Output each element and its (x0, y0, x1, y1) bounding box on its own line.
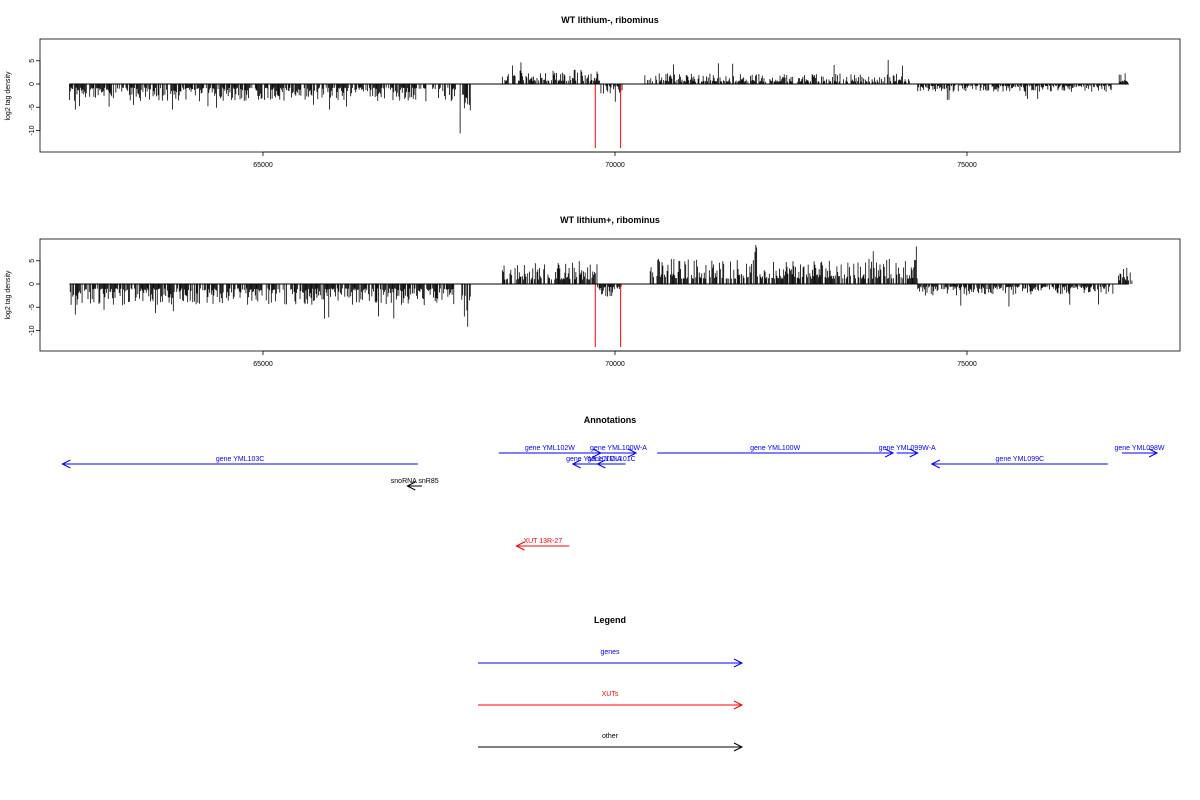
arrowhead (571, 459, 581, 469)
arrowhead (733, 658, 744, 668)
legend-label: XUTs (602, 691, 619, 698)
annotation-label: gene YML100W-A (590, 445, 647, 452)
legend-items: genes XUTs other (478, 649, 744, 752)
y-tick-label: -5 (29, 104, 36, 110)
density-bars (69, 59, 1129, 134)
arrowhead (909, 448, 919, 458)
annotation-label: gene YML100W (750, 445, 800, 452)
x-tick-label: 65000 (253, 361, 273, 368)
legend-label: genes (600, 649, 620, 656)
axes: 5 0 -5 -10 65000 70000 75000 (29, 259, 1129, 368)
annotation-gene: gene YML098W (1114, 445, 1165, 458)
arrowhead (733, 700, 744, 710)
arrowhead (1148, 448, 1159, 458)
arrowhead (733, 742, 744, 752)
annotation-gene: gene YML100W-A (590, 445, 647, 458)
y-axis-label: log2 tag density (5, 71, 12, 121)
y-tick-label: -10 (29, 125, 36, 135)
annotation-label: gene YML099C (996, 456, 1045, 463)
arrowhead (515, 541, 525, 551)
density-bars (69, 244, 1133, 327)
annotation-label: gene YML098W (1114, 445, 1164, 452)
axes: 5 0 -5 -10 65000 70000 75000 (29, 59, 1129, 169)
panel-title: WT lithium-, ribominus (561, 15, 659, 25)
x-tick-label: 75000 (957, 162, 977, 169)
legend-label: other (602, 733, 619, 740)
annotation-features: gene YML103C gene YML102W gene YML100W-A ge… (61, 445, 1165, 551)
legend-title: Legend (594, 615, 626, 625)
x-tick-label: 70000 (605, 162, 625, 169)
legend: Legend genes XUTs other (478, 615, 744, 752)
y-tick-label: 5 (29, 59, 36, 63)
track-panel-lithium-plus: WT lithium+, ribominus log2 tag density … (5, 215, 1181, 368)
y-tick-label: 0 (29, 282, 36, 286)
annotation-gene: gene YML100W (657, 445, 895, 458)
arrowhead (61, 459, 71, 469)
x-tick-label: 70000 (605, 361, 625, 368)
y-tick-label: 0 (29, 82, 36, 86)
annotation-gene: gene YML099C (930, 456, 1108, 469)
x-tick-label: 65000 (253, 162, 273, 169)
marker-lines (594, 84, 622, 148)
annotation-label: snoRNA snR85 (391, 478, 439, 485)
y-tick-label: -10 (29, 325, 36, 335)
y-tick-label: -5 (29, 304, 36, 310)
arrowhead (930, 459, 941, 469)
track-panel-lithium-minus: WT lithium-, ribominus log2 tag density … (5, 15, 1181, 169)
legend-item-other: other (478, 733, 744, 752)
annotation-label: gene YML101C-A (566, 456, 622, 463)
annotation-gene: gene YML103C (61, 456, 418, 469)
annotation-gene: gene YML101C (587, 456, 636, 469)
marker-lines (594, 284, 622, 347)
annotation-label: gene YML103C (216, 456, 265, 463)
annotation-gene: gene YML099W-A (879, 445, 936, 458)
arrowhead (884, 448, 895, 458)
arrowhead (406, 481, 416, 491)
arrowhead (627, 448, 638, 458)
annotation-label: gene YML099W-A (879, 445, 936, 452)
arrowhead (596, 459, 606, 469)
annotation-label: XUT 13R-27 (523, 538, 562, 545)
annotation-other: snoRNA snR85 (391, 478, 439, 491)
legend-item-gene: genes (478, 649, 744, 668)
x-tick-label: 75000 (957, 361, 977, 368)
annotation-label: gene YML101C (587, 456, 636, 463)
annotation-label: gene YML102W (525, 445, 575, 452)
panel-title: WT lithium+, ribominus (560, 215, 660, 225)
legend-item-xut: XUTs (478, 691, 744, 710)
annotation-xut: XUT 13R-27 (515, 538, 570, 551)
y-tick-label: 5 (29, 259, 36, 263)
annotations-title: Annotations (584, 415, 637, 425)
plot-frame (39, 38, 1181, 153)
y-axis-label: log2 tag density (5, 270, 12, 320)
